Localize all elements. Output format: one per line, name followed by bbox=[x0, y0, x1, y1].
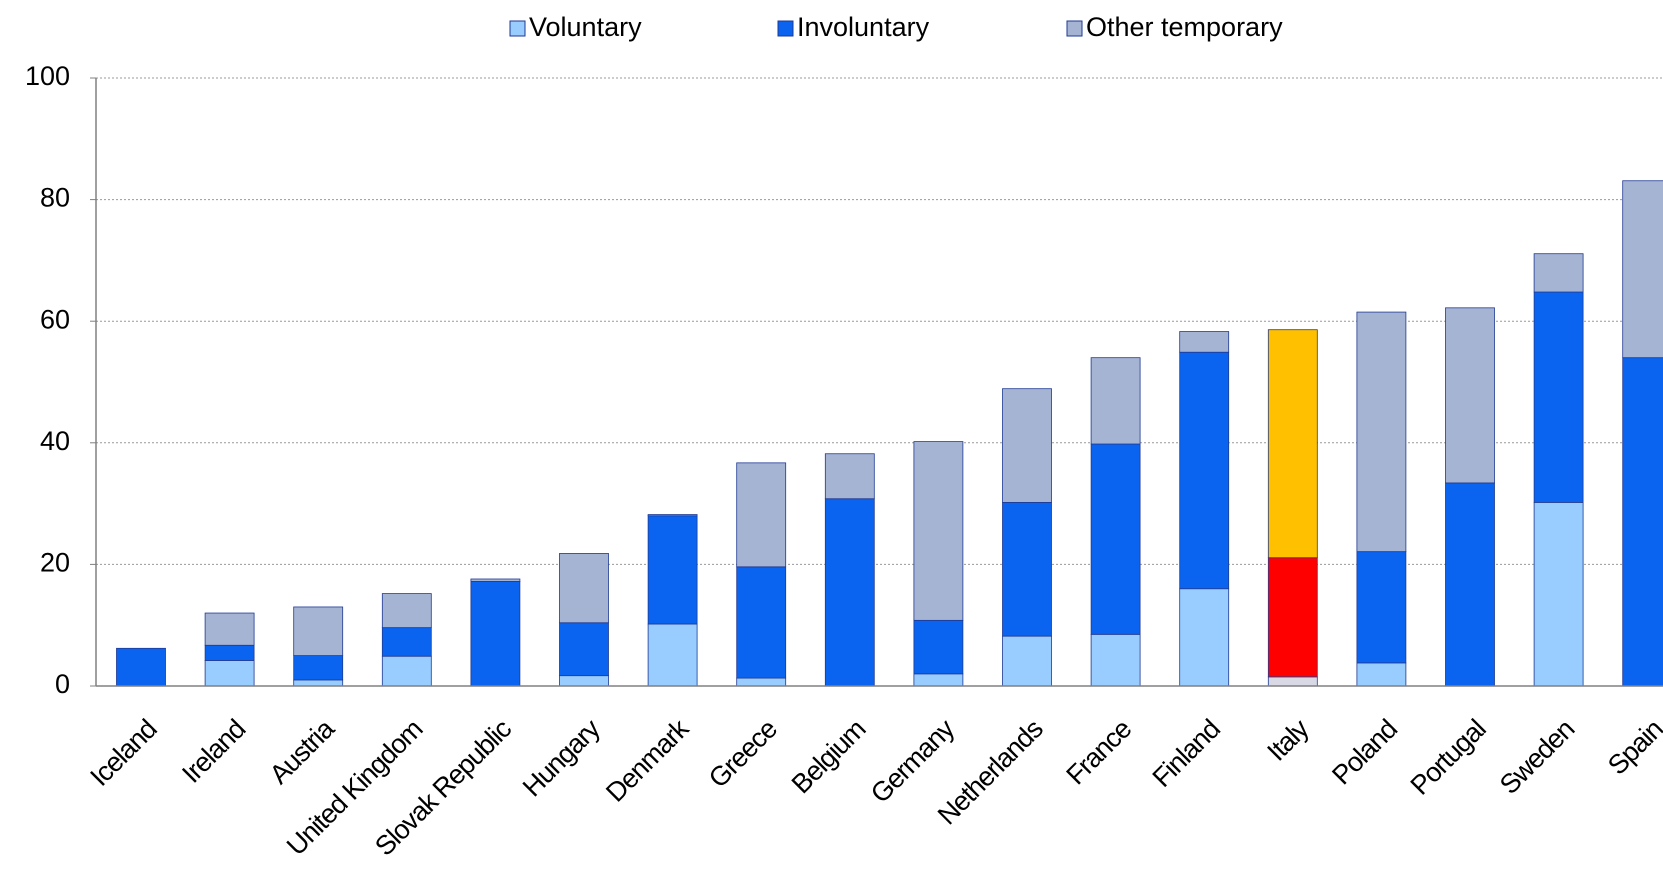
bar-segment bbox=[824, 453, 875, 500]
bar-segment bbox=[1179, 351, 1230, 590]
bar-segment bbox=[1445, 307, 1495, 484]
x-tick-label: Sweden bbox=[1494, 714, 1580, 800]
bar-segment bbox=[1002, 501, 1052, 637]
bar-segment bbox=[204, 644, 255, 661]
bar-segment bbox=[381, 655, 432, 687]
bar-segment bbox=[470, 581, 521, 687]
x-tick-label: Austria bbox=[264, 713, 341, 790]
x-tick-label: Poland bbox=[1326, 714, 1402, 790]
x-tick-label: Ireland bbox=[176, 714, 251, 789]
y-tick-label: 60 bbox=[40, 304, 70, 334]
legend-swatch bbox=[777, 20, 794, 37]
y-tick-label: 0 bbox=[55, 669, 70, 699]
x-tick-label: Belgium bbox=[786, 714, 871, 799]
bar-segment bbox=[736, 566, 787, 679]
bar-segment bbox=[1445, 482, 1495, 687]
bar-segment bbox=[204, 660, 255, 687]
x-tick-label: Spain bbox=[1602, 714, 1663, 781]
bar-segment bbox=[381, 593, 432, 629]
bar-segment bbox=[293, 606, 344, 657]
legend-swatch bbox=[1066, 20, 1083, 37]
x-tick-label: Denmark bbox=[600, 713, 695, 808]
bar-segment bbox=[1179, 588, 1230, 687]
bar-segment bbox=[1179, 331, 1230, 353]
bar-segment bbox=[1533, 291, 1584, 503]
bar-segment bbox=[381, 627, 432, 657]
bar-segment bbox=[1090, 633, 1141, 687]
bar-segment bbox=[116, 647, 166, 687]
bar-segment bbox=[1267, 329, 1318, 559]
bar-segment bbox=[647, 514, 698, 517]
bar-segment bbox=[293, 679, 344, 687]
bar-segment bbox=[1267, 557, 1318, 678]
y-tick-label: 40 bbox=[40, 426, 70, 456]
bar-segment bbox=[913, 441, 964, 621]
bar-segment bbox=[1090, 357, 1141, 445]
x-tick-label: Portugal bbox=[1405, 714, 1492, 801]
bar-segment bbox=[559, 622, 609, 677]
y-tick-label: 80 bbox=[40, 183, 70, 213]
x-tick-label: France bbox=[1060, 714, 1136, 790]
bar-segment bbox=[1356, 551, 1407, 664]
bar-segment bbox=[736, 462, 787, 568]
bar-segment bbox=[204, 612, 255, 646]
bar-segment bbox=[559, 675, 609, 687]
bar-segment bbox=[1356, 311, 1407, 553]
bar-segment bbox=[1533, 501, 1584, 687]
bar-segment bbox=[470, 578, 521, 582]
x-tick-label: Greece bbox=[703, 714, 783, 794]
bar-segment bbox=[1002, 635, 1052, 687]
bar-segment bbox=[736, 677, 787, 687]
bar-segment bbox=[1090, 443, 1141, 635]
bar-segment bbox=[824, 498, 875, 687]
bar-segment bbox=[1002, 388, 1052, 503]
y-tick-label: 20 bbox=[40, 548, 70, 578]
bar-segment bbox=[913, 673, 964, 687]
x-tick-label: Italy bbox=[1261, 713, 1315, 767]
bar-segment bbox=[1356, 662, 1407, 687]
bar-segment bbox=[1622, 180, 1663, 359]
legend-label: Involuntary bbox=[797, 12, 930, 42]
y-tick-label: 100 bbox=[25, 61, 70, 91]
legend-label: Other temporary bbox=[1086, 12, 1283, 42]
x-tick-label: Hungary bbox=[517, 713, 606, 802]
bar-segment bbox=[647, 623, 698, 687]
bar-segment bbox=[1533, 253, 1584, 293]
x-tick-label: Iceland bbox=[84, 714, 162, 792]
bar-segment bbox=[913, 619, 964, 675]
legend-swatch bbox=[509, 20, 526, 37]
bar-segment bbox=[1622, 357, 1663, 687]
x-tick-label: Finland bbox=[1147, 714, 1226, 793]
bar-segment bbox=[559, 553, 609, 624]
legend-label: Voluntary bbox=[529, 12, 642, 42]
bar-segment bbox=[1267, 676, 1318, 687]
bar-segment bbox=[647, 515, 698, 625]
bar-segment bbox=[293, 655, 344, 681]
